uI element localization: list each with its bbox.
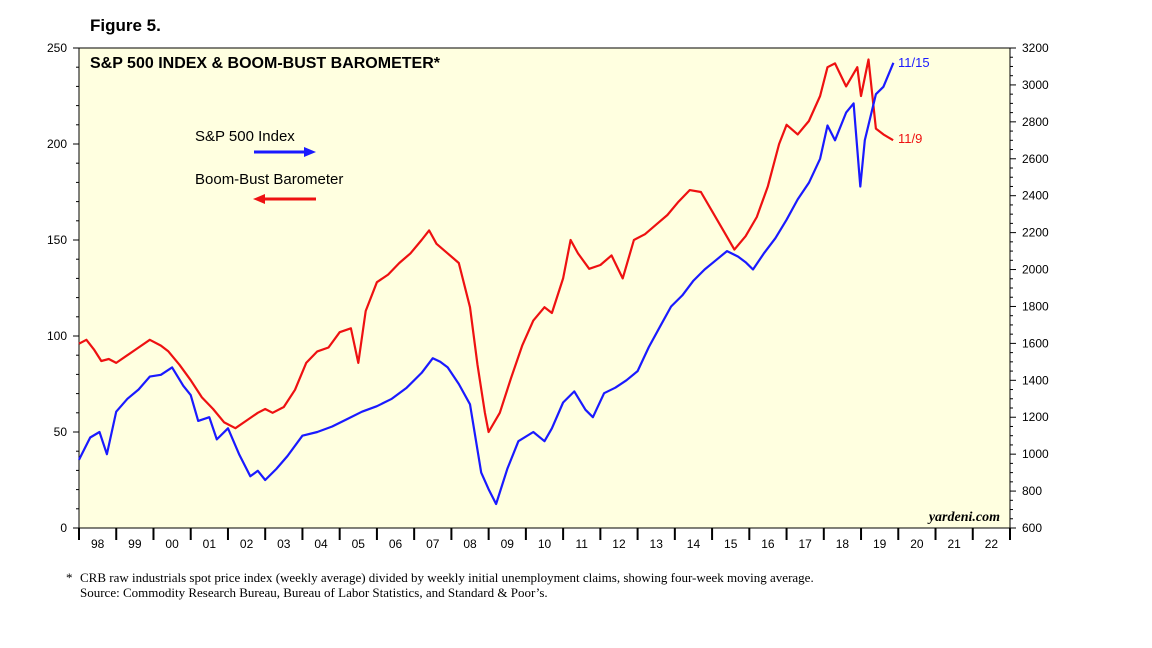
right-axis-tick-label: 2200 (1022, 226, 1049, 240)
left-axis-tick-label: 200 (47, 137, 67, 151)
x-axis-tick-label: 21 (947, 537, 961, 551)
series-layer (78, 58, 895, 506)
right-axis-tick-label: 1200 (1022, 410, 1049, 424)
x-axis-tick-label: 20 (910, 537, 924, 551)
right-axis-tick-label: 2800 (1022, 115, 1049, 129)
source-text: Source: Commodity Research Bureau, Burea… (80, 585, 548, 600)
x-axis-tick-label: 11 (576, 537, 589, 551)
x-axis-tick-label: 10 (538, 537, 552, 551)
x-axis-tick-label: 02 (240, 537, 254, 551)
left-axis-tick-label: 0 (60, 521, 67, 535)
footnote: * CRB raw industrials spot price index (w… (66, 570, 814, 600)
x-axis-tick-label: 98 (91, 537, 105, 551)
x-axis-tick-label: 14 (687, 537, 701, 551)
x-axis-tick-label: 13 (650, 537, 664, 551)
x-axis-tick-label: 19 (873, 537, 887, 551)
legend-arrow-right-icon (254, 147, 316, 157)
x-axis-tick-label: 06 (389, 537, 403, 551)
x-axis-tick-label: 12 (612, 537, 626, 551)
legend-label-barometer: Boom-Bust Barometer (195, 171, 343, 188)
x-axis-tick-label: 07 (426, 537, 440, 551)
chart-title: S&P 500 INDEX & BOOM-BUST BAROMETER* (90, 55, 441, 72)
right-axis-tick-label: 2600 (1022, 152, 1049, 166)
x-axis-tick-label: 05 (352, 537, 366, 551)
left-axis-tick-label: 150 (47, 233, 67, 247)
end-label-sp500: 11/15 (898, 55, 930, 70)
x-axis-tick-label: 99 (128, 537, 142, 551)
end-label-barometer: 11/9 (898, 131, 922, 146)
x-axis-tick-label: 16 (761, 537, 775, 551)
x-axis-tick-label: 18 (836, 537, 850, 551)
x-axis-tick-label: 08 (463, 537, 477, 551)
x-axis-tick-label: 22 (985, 537, 999, 551)
left-axis: 0 50 100 150 200 250 (47, 41, 79, 535)
left-axis-tick-label: 250 (47, 41, 67, 55)
right-axis: 600 800 1000 1200 1400 1600 1800 2000 2200 2400 26… (1010, 41, 1049, 535)
left-axis-tick-label: 100 (47, 329, 67, 343)
x-axis-tick-label: 01 (203, 537, 217, 551)
x-axis-tick-label: 09 (501, 537, 515, 551)
x-axis-tick-label: 15 (724, 537, 738, 551)
right-axis-tick-label: 1600 (1022, 336, 1049, 350)
right-axis-tick-label: 2400 (1022, 189, 1049, 203)
footnote-mark: * (66, 570, 73, 585)
footnote-text: CRB raw industrials spot price index (we… (80, 570, 814, 585)
x-axis-tick-label: 03 (277, 537, 291, 551)
left-axis-tick-label: 50 (54, 425, 68, 439)
series-line-barometer (78, 58, 894, 434)
right-axis-tick-label: 1800 (1022, 299, 1049, 313)
figure-label: Figure 5. (90, 16, 161, 35)
watermark: yardeni.com (927, 510, 1000, 525)
series-line-sp500 (78, 62, 895, 506)
right-axis-tick-label: 3200 (1022, 41, 1049, 55)
x-axis-tick-label: 04 (314, 537, 328, 551)
legend-arrow-left-icon (253, 194, 316, 204)
x-axis-tick-label: 00 (165, 537, 179, 551)
right-axis-tick-label: 600 (1022, 521, 1042, 535)
right-axis-tick-label: 800 (1022, 484, 1042, 498)
right-axis-tick-label: 2000 (1022, 263, 1049, 277)
right-axis-tick-label: 3000 (1022, 78, 1049, 92)
legend-label-sp500: S&P 500 Index (195, 128, 295, 145)
right-axis-tick-label: 1400 (1022, 373, 1049, 387)
x-axis: 98 99 00 01 02 03 04 05 06 07 08 09 10 11 12 13 14 15 16 17… (78, 528, 1011, 551)
right-axis-tick-label: 1000 (1022, 447, 1049, 461)
x-axis-tick-label: 17 (799, 537, 813, 551)
